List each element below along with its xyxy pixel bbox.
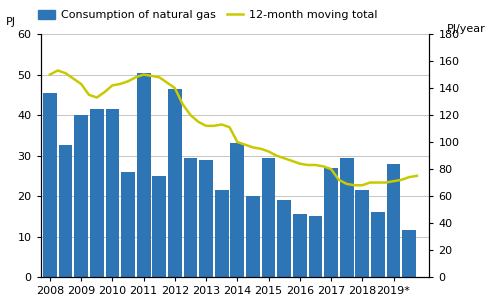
Bar (371, 212, 385, 277)
Bar (153, 176, 166, 277)
Legend: Consumption of natural gas, 12-month moving total: Consumption of natural gas, 12-month mov… (34, 5, 382, 25)
Bar (199, 160, 213, 277)
Bar (262, 158, 276, 277)
Bar (402, 231, 416, 277)
Bar (105, 109, 119, 277)
Bar (246, 196, 260, 277)
Bar (137, 72, 151, 277)
Bar (90, 109, 104, 277)
Bar (184, 158, 197, 277)
Bar (230, 143, 244, 277)
Bar (308, 216, 322, 277)
Bar (277, 200, 291, 277)
Bar (293, 214, 307, 277)
Bar (168, 89, 182, 277)
Bar (121, 172, 135, 277)
Bar (387, 164, 400, 277)
Bar (355, 190, 369, 277)
Bar (74, 115, 88, 277)
Bar (43, 93, 57, 277)
Bar (59, 145, 72, 277)
Bar (215, 190, 229, 277)
Bar (324, 168, 338, 277)
Y-axis label: PJ: PJ (6, 17, 16, 27)
Y-axis label: PJ/year: PJ/year (447, 24, 486, 34)
Bar (340, 158, 354, 277)
